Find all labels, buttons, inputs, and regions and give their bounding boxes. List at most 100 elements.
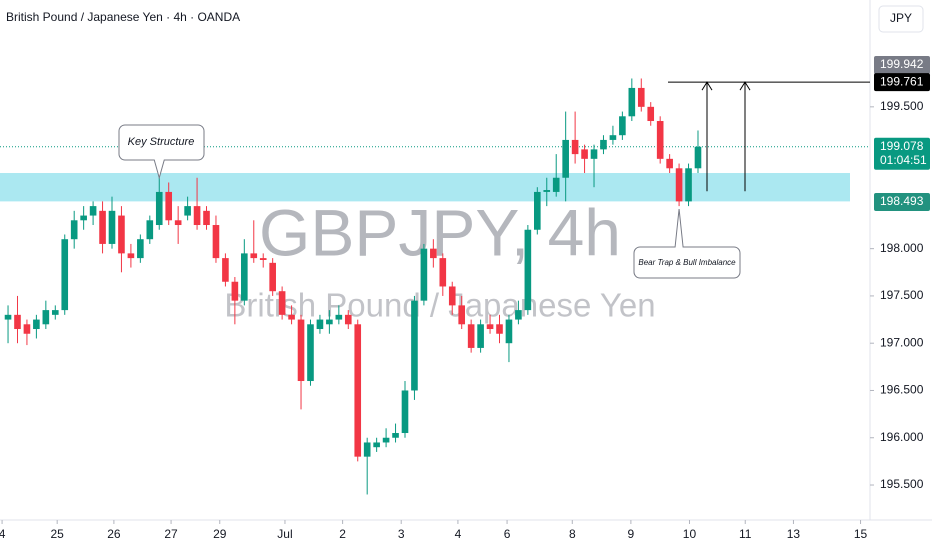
countdown: 01:04:51 [880,153,927,167]
candle-body [382,437,390,443]
candle-body [241,253,248,301]
candle-body [656,121,664,159]
candle-body [307,324,314,382]
candle-body [600,139,607,150]
candle-body [685,168,692,202]
candle-body [430,248,437,259]
candle-body [193,206,201,226]
x-tick-label: 26 [107,527,121,541]
candle-body [137,239,144,259]
candle-body [666,158,673,169]
candle-body [477,324,484,348]
annotation: Key Structure [128,136,195,148]
x-tick-label: 10 [683,527,697,541]
candle-body [108,210,116,244]
y-tick-label: 199.500 [880,99,924,113]
candle-body [4,314,12,320]
candle-body [61,239,69,311]
candle-body [354,324,362,457]
x-tick-label: 27 [164,527,178,541]
candle-body [609,135,617,140]
y-tick-label: 196.500 [880,383,924,397]
candle-body [401,390,409,434]
candle-body [259,258,267,260]
arrow-head [701,81,713,91]
candle-body [288,314,295,320]
candle-body [515,310,522,320]
annotation: Bear Trap & Bull Imbalance [638,258,736,267]
x-tick-label: 13 [787,527,801,541]
candle-body [174,220,182,226]
x-tick-label: 29 [213,527,227,541]
candle-body [552,177,560,192]
x-tick-label: 4 [0,527,6,541]
candle-body [99,210,106,244]
candle-body [118,215,125,254]
candle-body [392,433,399,438]
candle-body [486,324,494,330]
candle-body [33,319,40,330]
candle-body [524,229,532,311]
callout [118,124,205,180]
x-tick-label: 11 [739,527,752,541]
candle-body [23,324,31,334]
y-tick-label: 195.500 [880,477,924,491]
candle-body [467,324,475,348]
candle-body [278,291,286,315]
candle-body [647,106,655,122]
x-tick-label: 8 [569,527,576,541]
y-tick-label: 196.000 [880,430,924,444]
price-tag-label: 199.761 [880,74,924,88]
candle-body [80,215,87,221]
candle-body [269,262,276,292]
currency[interactable]: JPY [890,11,912,25]
y-tick-label: 198.000 [880,241,924,255]
price-tag [874,73,930,92]
candle-body [628,87,636,117]
header-title: British Pound / Japanese Yen · 4h · OAND… [6,10,240,24]
candle-body [496,324,503,334]
candle-body [165,191,173,221]
candle-body [250,253,258,259]
x-tick-label: Jul [277,527,292,541]
candle-body [316,319,324,330]
y-tick-label: 197.000 [880,335,924,349]
y-tick-label: 197.500 [880,288,924,302]
candle-body [297,319,305,382]
price-tag-label: 199.078 [880,139,924,153]
price-tag [874,56,930,75]
candle-body [694,146,702,169]
candle-body [534,191,541,230]
candle-body [51,310,59,315]
candle-body [127,253,135,259]
x-tick-label: 2 [339,527,346,541]
candle-body [505,319,513,344]
candle-body [543,190,551,192]
callout [633,209,741,279]
x-tick-label: 9 [628,527,635,541]
x-tick-label: 25 [51,527,65,541]
arrow-head [739,81,751,91]
x-tick-label: 15 [854,527,868,541]
candle-body [184,206,191,216]
x-tick-label: 6 [504,527,511,541]
candle-body [203,210,210,226]
watermark-subtitle: British Pound / Japanese Yen [224,287,655,324]
candle-body [590,149,598,159]
candle-body [344,314,352,325]
x-tick-label: 3 [398,527,405,541]
candle-body [89,206,97,216]
candle-body [335,314,343,320]
candle-body [363,442,371,457]
candle-body [637,87,645,107]
price-tag [874,193,930,212]
price-tag-label: 198.493 [880,194,924,208]
candle-body [14,314,21,330]
currency-button[interactable] [878,5,924,33]
candle-body [373,442,380,448]
price-tag [874,137,930,170]
candle-body [458,305,466,325]
candle-body [411,300,418,391]
